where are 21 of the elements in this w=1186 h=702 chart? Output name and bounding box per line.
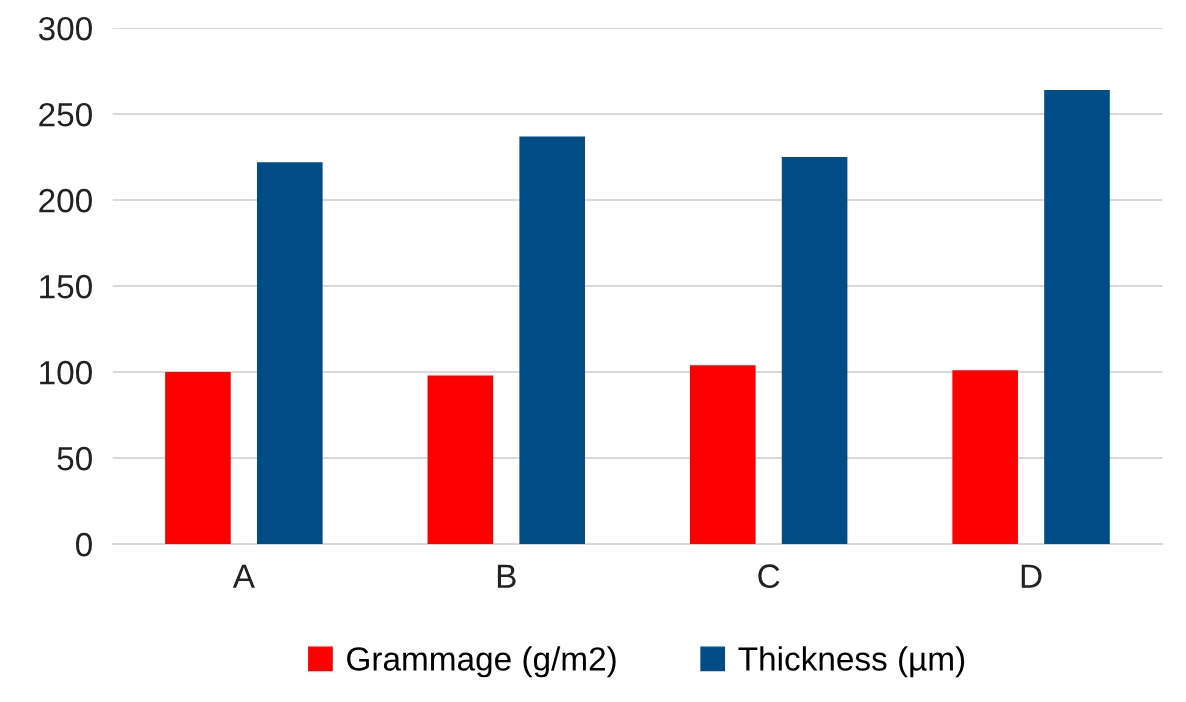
y-tick-label: 0	[75, 532, 92, 557]
bar	[952, 370, 1018, 545]
bar	[519, 136, 585, 545]
bar	[689, 365, 756, 545]
bar	[1044, 90, 1110, 545]
legend-label: Grammage (g/m2)	[347, 646, 616, 678]
y-tick-label: 250	[39, 102, 92, 127]
y-tick-label: 100	[40, 360, 92, 385]
x-tick-label: C	[758, 564, 780, 588]
y-tick-label: 200	[39, 188, 92, 213]
x-tick-label: A	[232, 564, 255, 588]
x-tick-label: D	[1021, 564, 1042, 588]
y-tick-label: 150	[40, 274, 92, 299]
y-tick-label: 300	[38, 16, 92, 41]
bar	[781, 157, 848, 545]
x-tick-label: B	[497, 564, 516, 588]
bar	[256, 162, 323, 545]
legend-label: Thickness (µm)	[738, 646, 965, 678]
bar	[165, 372, 231, 545]
y-tick-label: 50	[57, 446, 92, 471]
bar	[427, 375, 494, 545]
